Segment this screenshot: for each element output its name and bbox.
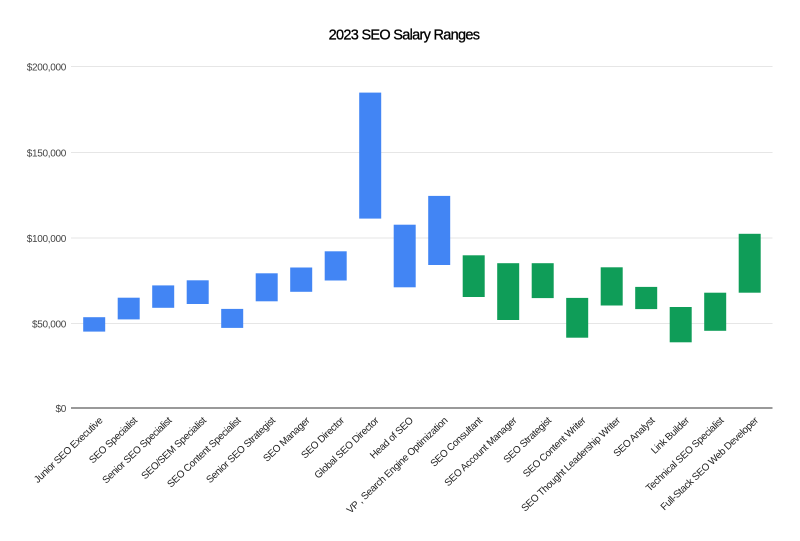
- svg-text:$200,000: $200,000: [27, 63, 67, 74]
- svg-text:$50,000: $50,000: [32, 320, 67, 331]
- svg-text:$150,000: $150,000: [27, 149, 67, 160]
- svg-text:2023 SEO Salary Ranges: 2023 SEO Salary Ranges: [329, 28, 480, 44]
- svg-text:$100,000: $100,000: [27, 234, 67, 245]
- svg-text:$0: $0: [55, 404, 66, 415]
